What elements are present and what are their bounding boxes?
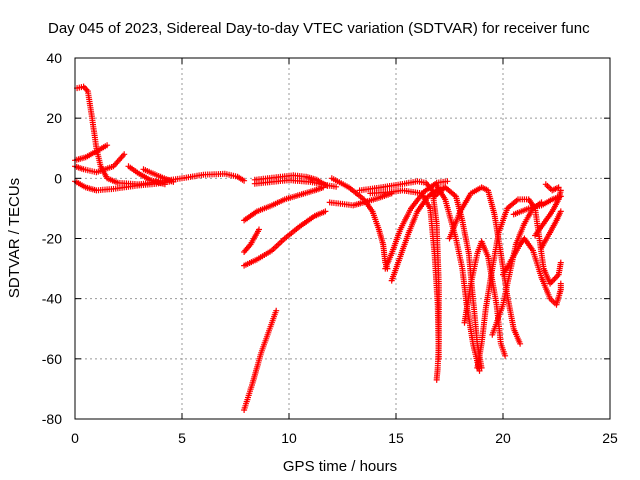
x-axis-label: GPS time / hours [283, 458, 397, 475]
data-marks [72, 83, 564, 413]
grid [75, 58, 610, 419]
x-tick-label: 10 [281, 430, 297, 446]
series-sat-b [72, 142, 111, 164]
series-sat-l [251, 177, 340, 190]
data-point-markers [241, 226, 262, 255]
series-sat-r [367, 187, 442, 362]
y-tick-label: -60 [42, 351, 62, 367]
data-point-markers [500, 235, 564, 308]
data-point-markers [241, 307, 280, 413]
series-sat-n [328, 175, 391, 272]
series-sat-o [382, 178, 451, 272]
x-tick-label: 0 [71, 430, 79, 446]
data-point-markers [251, 177, 340, 190]
series-sat-w [474, 196, 564, 371]
series-sat-i [241, 226, 262, 255]
data-point-markers [125, 163, 168, 188]
data-point-markers [542, 181, 562, 194]
data-point-markers [241, 184, 327, 224]
x-tick-label: 20 [495, 430, 511, 446]
y-axis-label: SDTVAR / TECUs [6, 178, 23, 298]
data-point-markers [72, 142, 111, 164]
y-tick-label: 40 [46, 50, 62, 66]
chart-title: Day 045 of 2023, Sidereal Day-to-day VTE… [48, 20, 590, 37]
data-point-markers [367, 187, 442, 362]
y-tick-label: -20 [42, 231, 62, 247]
x-tick-label: 15 [388, 430, 404, 446]
x-tick-label: 5 [178, 430, 186, 446]
data-point-markers [474, 196, 564, 371]
series-sat-y [500, 235, 564, 308]
y-tick-label: 20 [46, 110, 62, 126]
x-tick-label: 25 [602, 430, 618, 446]
series-sat-f [140, 166, 177, 185]
axis-ticks: 0 5 10 15 20 25 -80 -60 -40 -20 0 20 40 [42, 50, 618, 446]
series-sat-ac [542, 181, 562, 194]
y-tick-label: -80 [42, 411, 62, 427]
y-tick-label: 0 [54, 170, 62, 186]
series-sat-aa [538, 208, 564, 251]
series-sat-e [125, 163, 168, 188]
series-sat-j [241, 307, 280, 413]
series-sat-ab [510, 193, 564, 218]
data-point-markers [241, 208, 329, 269]
data-point-markers [382, 178, 451, 272]
series-sat-g [241, 184, 327, 224]
series-sat-h [241, 208, 329, 269]
data-point-markers [140, 166, 177, 185]
data-point-markers [538, 208, 564, 251]
data-point-markers [510, 193, 564, 218]
y-tick-label: -40 [42, 291, 62, 307]
data-point-markers [328, 175, 391, 272]
